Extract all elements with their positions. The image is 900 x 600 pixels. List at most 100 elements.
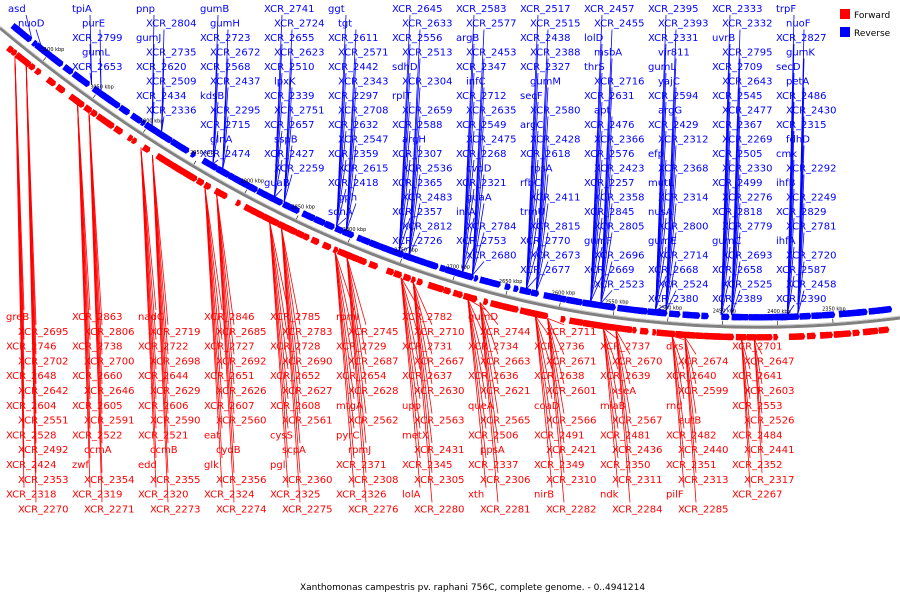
forward-gene-arrow: [652, 328, 657, 336]
reverse-gene-label: argB: [456, 33, 479, 44]
reverse-gene-label: XCR_2483: [402, 193, 453, 204]
forward-gene-label: XCR_2491: [534, 430, 585, 441]
forward-gene-label: XCR_2667: [414, 356, 465, 367]
axis-tick: [613, 311, 615, 316]
reverse-gene-arrow: [360, 236, 371, 246]
reverse-gene-label: XCR_2673: [530, 251, 581, 262]
forward-connector-line: [602, 328, 619, 459]
forward-gene-arrow: [867, 327, 877, 335]
reverse-gene-label: XCR_2696: [594, 251, 645, 262]
axis-tick-label: 2850 kbp: [292, 204, 316, 210]
reverse-connector-line: [345, 87, 357, 231]
reverse-connector-line: [472, 232, 485, 276]
reverse-gene-label: gumH: [210, 19, 240, 30]
forward-gene-arrow: [560, 315, 566, 323]
forward-gene-arrow: [696, 332, 705, 340]
forward-gene-label: XCR_2663: [480, 356, 531, 367]
forward-gene-label: XCR_2282: [546, 504, 597, 515]
reverse-gene-label: XCR_2726: [392, 236, 443, 247]
reverse-gene-label: XCR_2779: [722, 222, 773, 233]
reverse-gene-label: secF: [520, 91, 543, 102]
forward-connector-line: [753, 339, 763, 385]
reverse-connector-line: [787, 217, 795, 315]
reverse-gene-label: lpxK: [274, 77, 296, 88]
reverse-gene-label: XCR_2804: [146, 19, 197, 30]
reverse-gene-arrow: [338, 227, 344, 234]
reverse-gene-arrow: [703, 312, 709, 320]
forward-gene-label: XCR_2360: [282, 475, 333, 486]
reverse-connector-line: [151, 101, 155, 127]
forward-gene-label: XCR_2421: [546, 445, 597, 456]
reverse-gene-label: XCR_2672: [210, 48, 261, 59]
forward-gene-label: nadC: [138, 312, 164, 323]
forward-gene-label: XCR_2567: [612, 416, 663, 427]
reverse-gene-label: XCR_2620: [136, 62, 187, 73]
forward-gene-label: gumD: [468, 312, 498, 323]
reverse-gene-label: XCR_2366: [594, 135, 645, 146]
reverse-gene-arrow: [829, 311, 836, 319]
reverse-gene-label: XCR_2339: [264, 91, 315, 102]
reverse-gene-label: vir811: [658, 48, 690, 59]
reverse-connector-line: [665, 290, 677, 312]
reverse-gene-label: XCR_2735: [146, 48, 197, 59]
reverse-gene-label: XCR_2714: [658, 251, 709, 262]
reverse-gene-label: efp: [648, 149, 664, 160]
reverse-gene-label: XCR_2632: [328, 120, 379, 131]
axis-tick-label: 2700 kbp: [447, 265, 471, 271]
forward-gene-label: XCR_2737: [600, 342, 651, 353]
forward-gene-label: XCR_2276: [348, 504, 399, 515]
reverse-gene-label: XCR_2330: [722, 164, 773, 175]
forward-connector-line: [479, 302, 499, 355]
reverse-gene-label: XCR_2693: [722, 251, 773, 262]
reverse-gene-arrow: [745, 314, 750, 321]
reverse-gene-label: XCR_2476: [584, 120, 635, 131]
forward-gene-label: XCR_2746: [6, 342, 57, 353]
forward-gene-arrow: [302, 233, 310, 241]
reverse-connector-line: [720, 188, 731, 315]
forward-gene-label: XCR_2728: [270, 342, 321, 353]
reverse-gene-label: apt: [594, 106, 610, 117]
reverse-gene-label: infA: [456, 207, 476, 218]
forward-gene-arrow: [852, 329, 860, 337]
forward-connector-line: [479, 302, 499, 414]
forward-gene-arrow: [368, 260, 378, 270]
reverse-connector-line: [472, 203, 485, 276]
reverse-gene-arrow: [882, 305, 893, 314]
reverse-gene-arrow: [493, 280, 501, 288]
reverse-gene-label: XCR_2784: [466, 222, 517, 233]
reverse-connector-line: [274, 101, 283, 198]
reverse-gene-label: XCR_2268: [456, 149, 507, 160]
forward-gene-label: XCR_2267: [732, 490, 783, 501]
legend-reverse-label: Reverse: [854, 29, 891, 39]
forward-gene-label: XCR_2685: [216, 327, 267, 338]
forward-connector-line: [400, 277, 421, 459]
forward-gene-label: XCR_2280: [414, 504, 465, 515]
reverse-gene-label: XCR_2510: [264, 62, 315, 73]
forward-gene-arrow: [456, 290, 463, 299]
reverse-gene-label: XCR_2295: [210, 106, 261, 117]
forward-gene-arrow: [78, 101, 85, 108]
reverse-connector-line: [590, 159, 603, 302]
forward-gene-arrow: [842, 330, 852, 338]
reverse-gene-label: nusA: [648, 207, 673, 218]
forward-gene-label: XCR_2670: [612, 356, 663, 367]
forward-gene-arrow: [313, 238, 320, 246]
forward-connector-line: [547, 318, 565, 414]
reverse-gene-label: XCR_2708: [338, 106, 389, 117]
forward-gene-label: XCR_2744: [480, 327, 531, 338]
reverse-connector-line: [655, 275, 667, 311]
legend: Forward Reverse: [840, 9, 891, 39]
forward-gene-label: miaB: [600, 401, 626, 412]
reverse-gene-arrow: [227, 172, 235, 181]
reverse-gene-label: XCR_2568: [200, 62, 251, 73]
reverse-gene-arrow: [276, 198, 283, 206]
forward-gene-arrow: [765, 334, 773, 341]
forward-gene-label: XCR_2560: [216, 416, 267, 427]
reverse-gene-label: XCR_2523: [594, 280, 645, 291]
reverse-gene-label: XCR_2633: [402, 19, 453, 30]
forward-gene-arrow: [472, 295, 478, 303]
reverse-gene-arrow: [356, 234, 363, 243]
reverse-gene-label: XCR_2336: [146, 106, 197, 117]
reverse-gene-label: XCR_2631: [584, 91, 635, 102]
forward-gene-label: XCR_2639: [600, 371, 651, 382]
